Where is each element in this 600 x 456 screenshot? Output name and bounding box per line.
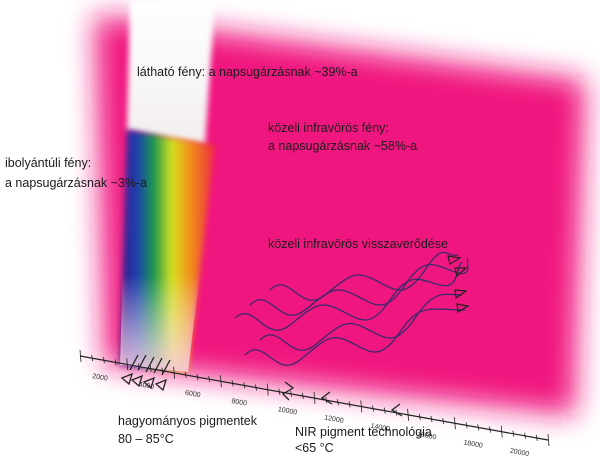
axis-label: 14000 <box>370 423 390 433</box>
axis-tick <box>196 373 199 381</box>
axis-tick <box>184 371 187 378</box>
axis-label: 4000 <box>138 381 155 391</box>
axis-tick <box>348 401 351 408</box>
axis-tick <box>500 425 503 438</box>
axis-tick <box>418 413 421 420</box>
axis-labels: 2000 4000 6000 8000 10000 12000 14000 16000 1800… <box>92 373 530 456</box>
axis-tick <box>337 399 339 406</box>
conventional-temp: 80 – 85°C <box>118 432 174 446</box>
axis-tick <box>535 434 538 441</box>
axis-label: 16000 <box>416 431 436 441</box>
axis-tick <box>173 366 175 379</box>
axis-label: 12000 <box>324 415 344 425</box>
visible-label: látható fény: a napsugárzásnak ~39%-a <box>137 65 358 79</box>
axis-tick <box>407 408 409 421</box>
axis-tick <box>372 405 374 412</box>
axis-tick <box>383 407 386 414</box>
axis-tick <box>266 383 269 396</box>
axis-tick <box>149 365 152 372</box>
nir-title: közeli infravörös fény: <box>268 121 389 135</box>
reflection-arrowheads <box>447 255 470 313</box>
axis-tick <box>301 392 304 399</box>
axis-tick <box>243 382 246 389</box>
axis-tick <box>547 433 550 447</box>
nir-tech-temp: <65 °C <box>295 441 334 455</box>
axis-label: 20000 <box>509 448 529 456</box>
axis-label: 8000 <box>231 398 248 408</box>
axis-tick <box>442 418 445 425</box>
axis-tick <box>290 390 292 397</box>
axis-label: 18000 <box>463 439 483 449</box>
axis-tick <box>255 384 257 391</box>
axis-label: 10000 <box>277 406 297 416</box>
axis-tick <box>524 432 526 439</box>
axis-tick <box>465 422 468 429</box>
axis-tick <box>91 355 94 362</box>
axis-tick <box>477 424 480 431</box>
reflection-label: közeli infravörös visszaverődése <box>268 237 448 251</box>
axis-tick <box>208 376 211 383</box>
axis-tick <box>512 430 515 437</box>
nir-region <box>95 15 585 415</box>
axis-label: 6000 <box>184 390 201 400</box>
axis-tick <box>220 375 222 388</box>
axis-tick <box>79 349 82 363</box>
axis-tick <box>278 388 281 395</box>
uv-share: a napsugárzásnak ~3%-a <box>5 176 147 190</box>
nir-tech-title: NIR pigment technológia <box>295 425 432 439</box>
uv-title: ibolyántúli fény: <box>5 156 91 170</box>
visible-light-beam <box>127 0 215 145</box>
axis-tick <box>360 400 363 413</box>
incoming-arrows <box>120 354 403 417</box>
conventional-title: hagyományos pigmentek <box>118 414 258 428</box>
axis-tick <box>103 357 105 364</box>
axis-label: 2000 <box>92 373 109 383</box>
reflection-waves <box>234 251 469 366</box>
axis-tick <box>231 380 234 387</box>
axis-tick <box>454 417 456 430</box>
nir-share: a napsugárzásnak ~58%-a <box>268 139 417 153</box>
axis-tick <box>126 358 129 371</box>
axis-tick <box>114 359 117 366</box>
axis-line <box>79 355 549 441</box>
spectrum-fade <box>120 130 215 372</box>
axis-tick <box>489 426 491 433</box>
axis-tick <box>430 415 433 423</box>
axis-tick <box>313 391 316 405</box>
